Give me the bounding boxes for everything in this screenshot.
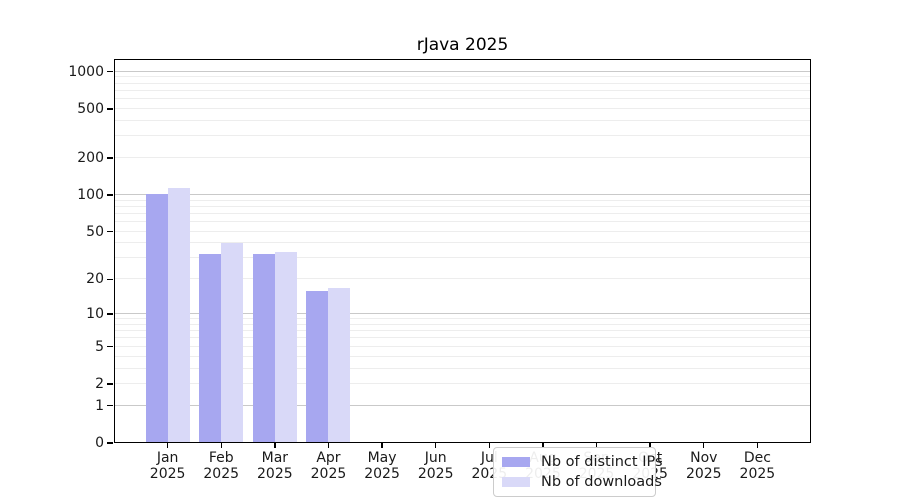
y-tick-500 [107, 108, 113, 110]
y-tick-label-10: 10 [86, 306, 104, 323]
gridline-minor-20 [114, 278, 811, 280]
x-tick-oct [649, 443, 651, 448]
plot-area: Nb of distinct IPs Nb of downloads [114, 59, 811, 497]
x-tick-sep [595, 443, 598, 448]
legend-label-downloads: Nb of downloads [541, 474, 662, 490]
y-tick-label-100: 100 [77, 186, 104, 203]
y-tick-label-200: 200 [77, 149, 104, 166]
gridline-minor-70 [114, 212, 811, 214]
y-tick-100 [107, 194, 113, 196]
gridline-minor-700 [114, 89, 811, 91]
y-tick-label-5: 5 [95, 338, 104, 355]
x-tick-feb [220, 443, 222, 448]
bar-feb-distinct-ips [199, 253, 222, 443]
y-tick-1 [107, 405, 113, 407]
x-tick-label-feb: Feb 2025 [203, 450, 240, 482]
gridline-minor-8 [114, 323, 811, 325]
gridline-major-10 [114, 313, 811, 315]
gridline-minor-6 [114, 337, 811, 339]
gridline-minor-50 [114, 230, 811, 232]
bar-mar-downloads [274, 251, 297, 443]
gridline-minor-500 [114, 107, 811, 109]
bar-feb-downloads [221, 243, 244, 443]
x-tick-jun [434, 443, 437, 448]
y-tick-5 [107, 346, 113, 348]
legend-label-distinct-ips: Nb of distinct IPs [541, 454, 663, 470]
x-tick-label-jun: Jun 2025 [417, 450, 454, 482]
y-tick-2 [107, 383, 113, 385]
gridline-minor-200 [114, 157, 811, 158]
x-tick-dec [756, 443, 759, 448]
y-tick-20 [107, 278, 113, 281]
x-tick-label-jan: Jan 2025 [149, 450, 186, 482]
x-tick-apr [327, 443, 330, 448]
gridline-minor-3 [114, 367, 811, 369]
gridline-minor-9 [114, 318, 811, 320]
gridline-minor-30 [114, 257, 811, 259]
legend: Nb of distinct IPs Nb of downloads [493, 447, 663, 497]
x-tick-jan [166, 443, 169, 448]
gridline-minor-60 [114, 221, 811, 223]
bar-jan-distinct-ips [145, 193, 168, 443]
y-tick-200 [107, 157, 113, 159]
x-tick-nov [703, 443, 705, 448]
y-tick-0 [107, 442, 113, 444]
x-tick-aug [542, 443, 544, 448]
y-tick-10 [107, 313, 113, 315]
y-tick-label-1: 1 [95, 397, 104, 414]
gridline-minor-600 [114, 98, 811, 100]
y-tick-label-2: 2 [95, 375, 104, 392]
gridline-major-100 [114, 193, 811, 195]
y-tick-50 [107, 230, 113, 233]
x-tick-label-dec: Dec 2025 [739, 450, 776, 482]
y-tick-label-500: 500 [77, 100, 104, 117]
y-tick-label-20: 20 [86, 271, 104, 288]
x-tick-may [381, 443, 383, 448]
x-tick-label-nov: Nov 2025 [685, 450, 722, 482]
gridline-minor-5 [114, 345, 811, 347]
bar-mar-distinct-ips [252, 253, 275, 443]
gridline-minor-80 [114, 205, 811, 207]
x-tick-jul [488, 443, 490, 448]
legend-swatch-downloads [502, 477, 530, 487]
gridline-minor-400 [114, 119, 811, 121]
gridline-minor-7 [114, 330, 811, 332]
x-tick-label-mar: Mar 2025 [257, 450, 293, 482]
gridline-minor-900 [114, 76, 811, 78]
x-tick-label-apr: Apr 2025 [310, 450, 347, 482]
gridline-minor-300 [114, 135, 811, 137]
bar-apr-distinct-ips [306, 290, 329, 443]
x-tick-mar [274, 443, 276, 448]
legend-row-distinct-ips: Nb of distinct IPs [502, 454, 663, 470]
gridline-major-1000 [114, 70, 811, 72]
gridline-minor-2 [114, 382, 811, 384]
bar-apr-downloads [328, 287, 351, 443]
y-tick-label-50: 50 [86, 223, 104, 240]
y-tick-label-0: 0 [95, 435, 104, 451]
y-tick-1000 [107, 71, 113, 73]
gridline-minor-800 [114, 82, 811, 84]
gridline-minor-90 [114, 199, 811, 201]
bar-jan-downloads [167, 188, 190, 443]
x-tick-label-may: May 2025 [364, 450, 400, 482]
y-tick-label-1000: 1000 [68, 63, 104, 80]
gridline-minor-4 [114, 355, 811, 357]
gridline-minor-40 [114, 242, 811, 244]
legend-swatch-distinct-ips [502, 457, 530, 467]
legend-row-downloads: Nb of downloads [502, 474, 662, 490]
gridline-major-1 [114, 404, 811, 406]
chart-title: rJava 2025 [416, 35, 509, 55]
